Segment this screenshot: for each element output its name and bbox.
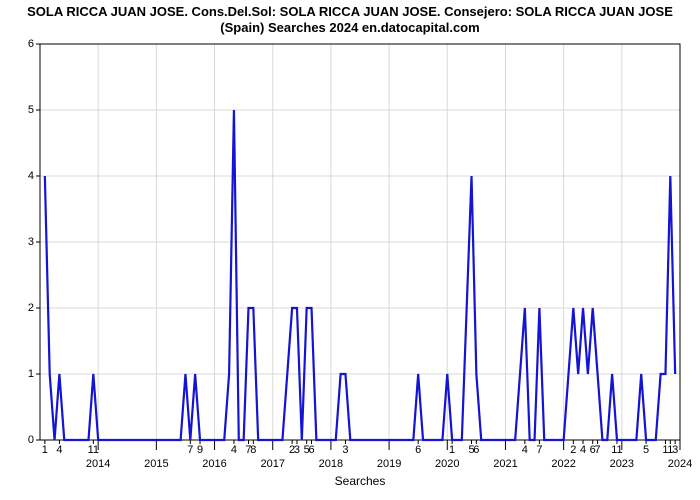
x-year-label: 2016: [202, 458, 226, 470]
x-year-label: 2024: [668, 458, 692, 470]
x-tick-label: 6: [473, 444, 479, 456]
x-year-label: 2019: [377, 458, 401, 470]
x-tick-label: 6: [415, 444, 421, 456]
title-line-2: (Spain) Searches 2024 en.datocapital.com: [220, 20, 479, 35]
x-year-label: 2018: [319, 458, 343, 470]
x-year-label: 2022: [551, 458, 575, 470]
x-tick-label: 11: [611, 444, 622, 456]
x-tick-label: 3: [294, 444, 300, 456]
x-tick-label: 1: [449, 444, 455, 456]
x-tick-label: 9: [197, 444, 203, 456]
y-tick-label: 0: [18, 434, 34, 446]
title-line-1: SOLA RICCA JUAN JOSE. Cons.Del.Sol: SOLA…: [27, 4, 673, 19]
y-tick-label: 3: [18, 236, 34, 248]
x-tick-label: 8: [250, 444, 256, 456]
x-tick-label: 7: [187, 444, 193, 456]
y-tick-label: 2: [18, 302, 34, 314]
plot-area: [40, 44, 680, 440]
x-tick-label: 4: [522, 444, 528, 456]
x-tick-label: 3: [342, 444, 348, 456]
x-tick-label: 1: [42, 444, 48, 456]
x-year-label: 2015: [144, 458, 168, 470]
x-tick-label: 5: [643, 444, 649, 456]
x-tick-label: 3: [672, 444, 678, 456]
x-tick-label: 4: [231, 444, 237, 456]
x-year-label: 2021: [493, 458, 517, 470]
x-year-label: 2023: [610, 458, 634, 470]
y-tick-label: 4: [18, 170, 34, 182]
x-axis-title: Searches: [335, 474, 386, 488]
x-tick-label: 7: [595, 444, 601, 456]
x-year-label: 2014: [86, 458, 110, 470]
y-tick-label: 5: [18, 104, 34, 116]
x-tick-label: 4: [580, 444, 586, 456]
chart-title: SOLA RICCA JUAN JOSE. Cons.Del.Sol: SOLA…: [0, 4, 700, 37]
x-tick-label: 6: [308, 444, 314, 456]
y-tick-label: 6: [18, 38, 34, 50]
x-year-label: 2017: [260, 458, 284, 470]
x-tick-label: 4: [56, 444, 62, 456]
x-tick-label: 2: [570, 444, 576, 456]
y-tick-label: 1: [18, 368, 34, 380]
x-year-label: 2020: [435, 458, 459, 470]
x-tick-label: 7: [536, 444, 542, 456]
x-tick-label: 11: [88, 444, 99, 456]
chart-container: SOLA RICCA JUAN JOSE. Cons.Del.Sol: SOLA…: [0, 0, 700, 500]
